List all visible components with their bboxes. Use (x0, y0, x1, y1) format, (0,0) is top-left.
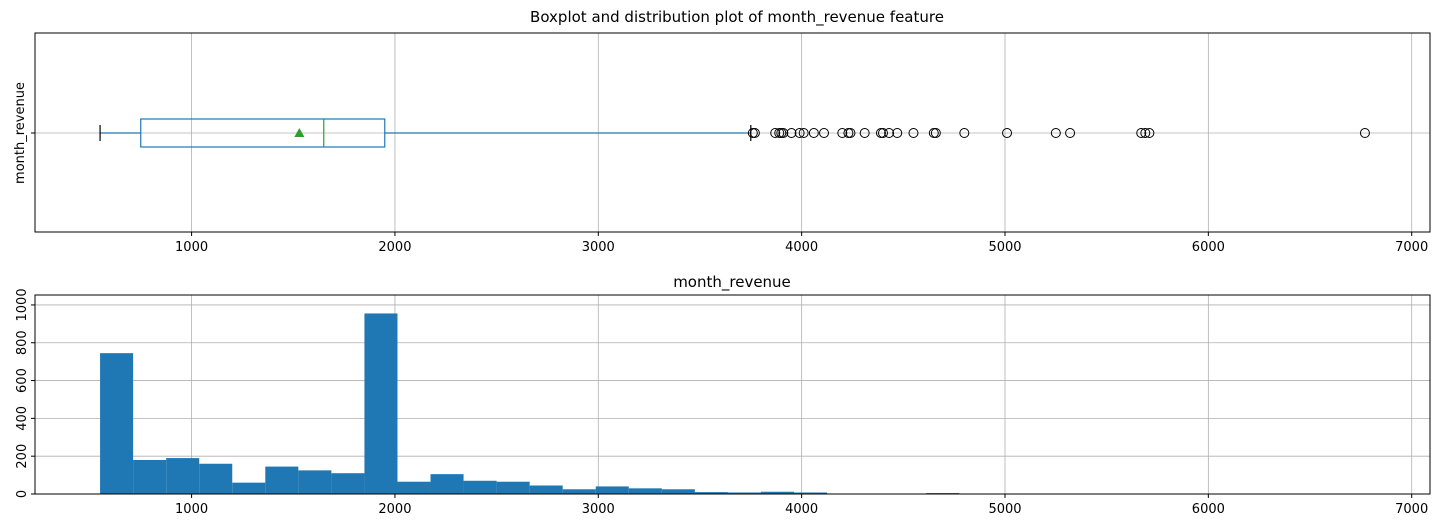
boxplot-outlier-point (749, 128, 760, 138)
boxplot-outlier-point (930, 128, 941, 138)
histogram-bar (397, 481, 431, 494)
boxplot-outlier-point (819, 128, 830, 138)
boxplot-box (140, 118, 386, 148)
histogram-bar (628, 488, 662, 494)
boxplot-outlier-point (794, 128, 805, 138)
histogram-bar (232, 482, 266, 494)
histogram-bar (760, 491, 795, 494)
boxplot-x-tick-label: 6000 (1192, 240, 1225, 255)
histogram-bar (430, 474, 464, 494)
histogram-frame (34, 294, 1431, 495)
boxplot-box-group (99, 118, 752, 148)
boxplot-outlier-point (1002, 128, 1013, 138)
histogram-bar (727, 492, 761, 494)
histogram-y-tick-label: 200 (15, 444, 30, 469)
boxplot-outlier-point (808, 128, 819, 138)
histogram-bar (364, 313, 398, 494)
histogram-bar (133, 459, 167, 494)
histogram-x-tick-label: 7000 (1395, 502, 1428, 517)
histogram-bar (794, 492, 828, 494)
histogram-x-tick-label: 6000 (1192, 502, 1225, 517)
boxplot-x-ticks: 1000 2000 3000 4000 5000 6000 7000 (31, 132, 1428, 255)
boxplot-outlier-point (908, 128, 919, 138)
histogram-y-ticks: 0 200 400 600 800 1000 (15, 288, 35, 498)
histogram-x-tick-label: 1000 (175, 502, 208, 517)
boxplot-outlier-point (959, 128, 970, 138)
boxplot-x-tick-label: 7000 (1395, 240, 1428, 255)
histogram-axes: month_revenue 1000 2000 3000 4000 5000 6000 70… (15, 273, 1431, 517)
boxplot-axes: Boxplot and distribution plot of month_r… (13, 8, 1431, 255)
boxplot-outlier-point (845, 128, 856, 138)
histogram-bar (595, 486, 629, 494)
boxplot-outlier-point (798, 128, 809, 138)
histogram-bar (463, 480, 497, 494)
histogram-bar (529, 485, 563, 494)
boxplot-x-tick-label: 3000 (582, 240, 615, 255)
histogram-bar (496, 481, 530, 494)
histogram-bar (100, 353, 134, 494)
histogram-x-tick-label: 5000 (988, 502, 1021, 517)
histogram-bar (694, 492, 728, 494)
histogram-grid (35, 295, 1430, 495)
boxplot-outlier-point (859, 128, 870, 138)
histogram-x-tick-label: 4000 (785, 502, 818, 517)
histogram-y-tick-label: 600 (15, 368, 30, 393)
boxplot-outliers (747, 128, 1370, 138)
boxplot-mean-marker (294, 128, 305, 137)
boxplot-outlier-point (877, 128, 888, 138)
histogram-bar (298, 470, 332, 494)
histogram-y-tick-label: 400 (15, 406, 30, 431)
boxplot-outlier-point (884, 128, 895, 138)
histogram-bar (562, 489, 596, 494)
boxplot-x-tick-label: 4000 (785, 240, 818, 255)
histogram-bar (661, 489, 695, 494)
boxplot-y-tick-label: month_revenue (13, 82, 28, 184)
histogram-bar (265, 466, 299, 494)
histogram-x-ticks: 1000 2000 3000 4000 5000 6000 7000 (175, 494, 1428, 517)
histogram-y-tick-label: 0 (15, 490, 30, 498)
histogram-bar (166, 458, 200, 494)
histogram-x-tick-label: 2000 (378, 502, 411, 517)
boxplot-outlier-point (1359, 128, 1370, 138)
boxplot-outlier-point (1140, 128, 1151, 138)
boxplot-outlier-point (1144, 128, 1155, 138)
boxplot-outlier-point (770, 128, 781, 138)
boxplot-outlier-point (778, 128, 789, 138)
boxplot-x-tick-label: 5000 (988, 240, 1021, 255)
histogram-title: month_revenue (673, 273, 791, 292)
boxplot-outlier-point (1050, 128, 1061, 138)
histogram-y-tick-label: 800 (15, 330, 30, 355)
histogram-bars (100, 313, 1191, 494)
boxplot-outlier-point (892, 128, 903, 138)
boxplot-outlier-point (786, 128, 797, 138)
boxplot-outlier-point (1065, 128, 1076, 138)
boxplot-outlier-point (1136, 128, 1147, 138)
boxplot-outlier-point (837, 128, 848, 138)
histogram-y-tick-label: 1000 (15, 288, 30, 321)
boxplot-x-tick-label: 1000 (175, 240, 208, 255)
boxplot-x-tick-label: 2000 (378, 240, 411, 255)
histogram-bar (331, 473, 365, 494)
histogram-x-tick-label: 3000 (582, 502, 615, 517)
histogram-bar (199, 463, 233, 494)
boxplot-title: Boxplot and distribution plot of month_r… (530, 8, 944, 27)
